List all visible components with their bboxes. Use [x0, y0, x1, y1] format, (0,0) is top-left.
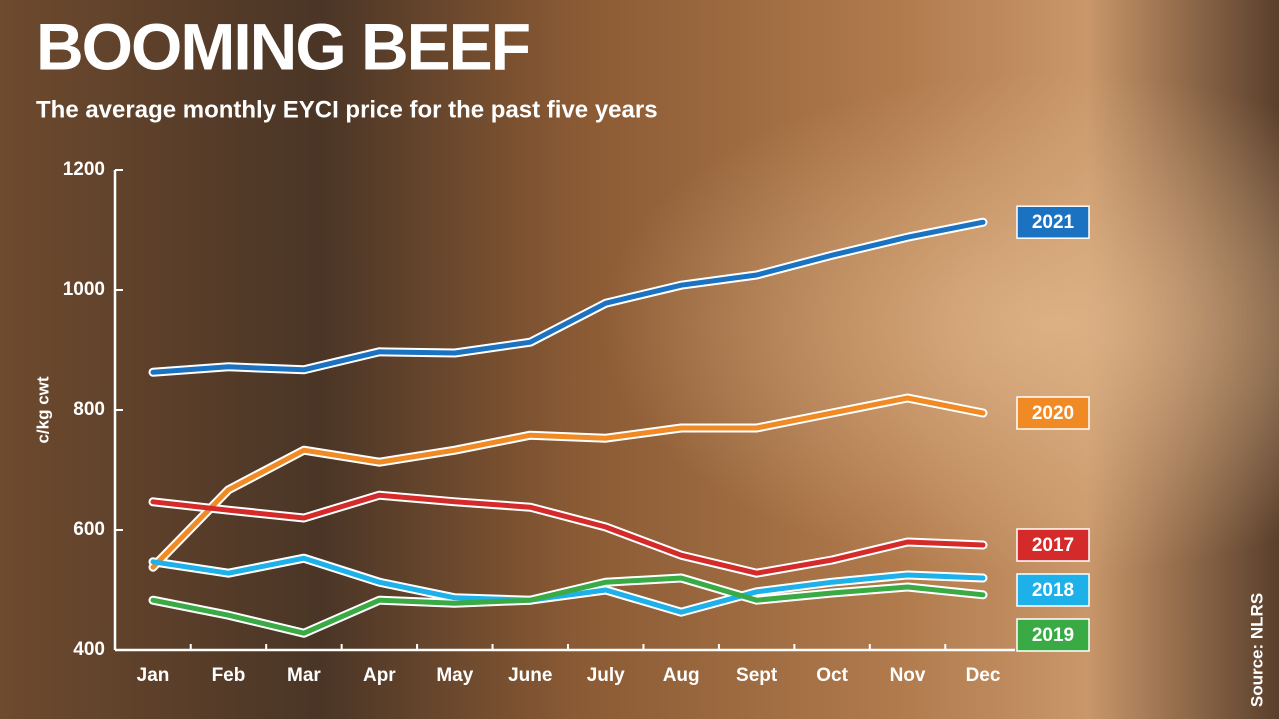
x-tick-label: Apr — [363, 665, 396, 686]
x-tick-label: Jan — [137, 665, 170, 686]
y-axis-label: c/kg cwt — [33, 376, 52, 443]
legend-label: 2017 — [1032, 535, 1074, 556]
source: Source: NLRS — [1247, 593, 1266, 707]
y-tick-label: 1000 — [63, 279, 105, 300]
line — [150, 395, 986, 570]
line — [150, 219, 986, 375]
legend-label: 2019 — [1032, 625, 1074, 646]
legend-box — [1016, 205, 1090, 239]
chart-subtitle: The average monthly EYCI price for the p… — [36, 96, 658, 123]
x-tick-label: Dec — [966, 665, 1001, 686]
y-tick-label: 800 — [73, 399, 105, 420]
legend-box — [1016, 618, 1090, 652]
x-tick-label: Mar — [287, 665, 321, 686]
chart-title: BOOMING BEEF — [36, 9, 529, 83]
x-tick-label: July — [587, 665, 625, 686]
legend-box — [1016, 528, 1090, 562]
legend-label: 2018 — [1032, 580, 1074, 601]
x-tick-label: June — [508, 665, 552, 686]
y-tick-label: 1200 — [63, 159, 105, 180]
line — [150, 492, 986, 576]
x-tick-label: Aug — [663, 665, 700, 686]
x-tick-label: Sept — [736, 665, 778, 686]
x-tick-label: Nov — [890, 665, 926, 686]
x-tick-label: May — [436, 665, 473, 686]
line — [150, 575, 986, 636]
legend-box — [1016, 396, 1090, 430]
legend-label: 2020 — [1032, 403, 1074, 424]
y-tick-label: 600 — [73, 519, 105, 540]
x-tick-label: Oct — [816, 665, 848, 686]
line — [150, 555, 986, 615]
legend-box — [1016, 573, 1090, 607]
y-tick-label: 400 — [73, 639, 105, 660]
legend-label: 2021 — [1032, 212, 1075, 233]
x-tick-label: Feb — [212, 665, 246, 686]
